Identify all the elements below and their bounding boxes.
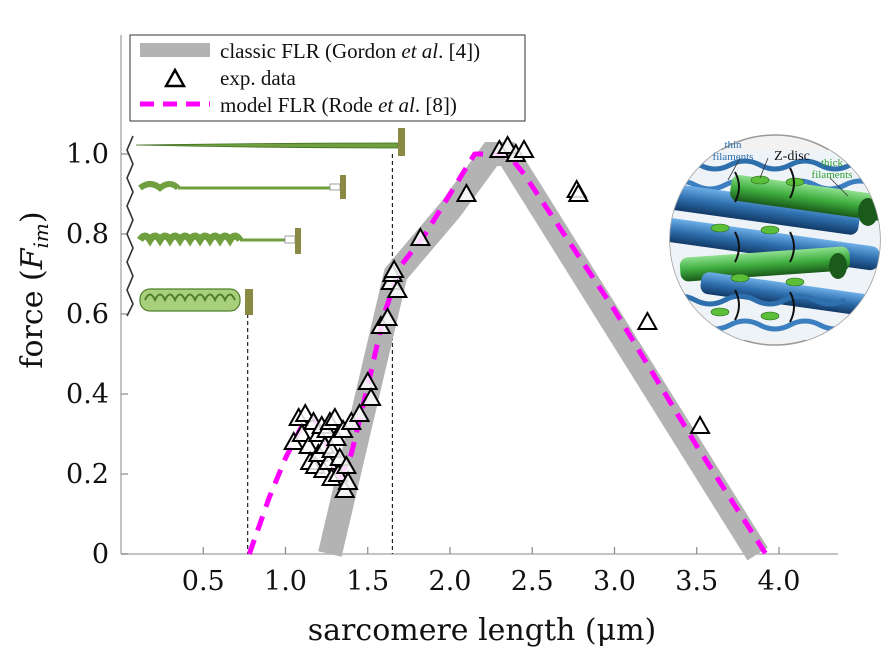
x-tick-label: 4.0 — [758, 566, 801, 597]
x-tick-label: 1.0 — [264, 566, 307, 597]
titin-stretched-4 — [139, 288, 253, 315]
y-tick-label: 0 — [92, 539, 109, 570]
inset-label-thick-line1: thick — [821, 157, 843, 169]
y-tick-label: 0.2 — [66, 459, 109, 490]
z-line-marker — [340, 175, 346, 199]
x-axis-title: sarcomere length (μm) — [308, 613, 656, 648]
exp-data-point — [513, 138, 535, 158]
x-tick-label: 3.0 — [593, 566, 636, 597]
inset-label-zdisc: Z-disc — [774, 149, 810, 164]
x-tick-label: 3.5 — [675, 566, 718, 597]
y-axis-title: force (Fim) — [15, 211, 53, 368]
exp-data-point — [337, 470, 359, 490]
exp-data-point — [386, 278, 409, 298]
inset-label-thin-line1: thin — [724, 139, 742, 151]
exp-data-point — [320, 438, 343, 458]
z-line-marker — [398, 128, 405, 156]
y-tick-label: 0.6 — [66, 299, 109, 330]
exp-data-point — [294, 402, 316, 422]
legend-label-exp: exp. data — [220, 66, 296, 90]
x-tick-label: 0.5 — [182, 566, 225, 597]
exp-data-point — [567, 182, 590, 202]
sarcomere-inset: thin filaments Z-disc thick filaments — [669, 134, 881, 346]
inset-label-thick-line2: filaments — [812, 169, 853, 181]
y-tick-label: 0.8 — [66, 219, 109, 250]
titin-schematic — [126, 128, 405, 317]
x-axis-ticks: 0.5 1.0 1.5 2.0 2.5 3.0 3.5 4.0 — [182, 547, 801, 597]
exp-data-point — [636, 310, 659, 330]
legend: classic FLR (Gordon et al. [4]) exp. dat… — [129, 34, 526, 122]
exp-data-point — [689, 414, 711, 434]
exp-data-point — [335, 454, 358, 474]
exp-data-point — [383, 258, 405, 278]
z-line-marker — [295, 228, 301, 254]
reference-lines — [247, 154, 394, 554]
series-model-flr — [246, 151, 768, 556]
titin-stretched-2 — [138, 175, 346, 199]
zigzag-line — [126, 135, 134, 317]
legend-swatch-exp — [163, 67, 187, 88]
legend-label-classic: classic FLR (Gordon et al. [4]) — [220, 39, 480, 63]
exp-data-point — [297, 434, 320, 454]
x-tick-label: 2.0 — [429, 566, 472, 597]
exp-data-point — [360, 386, 382, 406]
y-axis-ticks: 0 0.2 0.4 0.6 0.8 1.0 — [66, 139, 128, 570]
exp-data-point — [357, 370, 379, 390]
z-line-marker — [245, 289, 253, 315]
y-tick-label: 0.4 — [66, 379, 109, 410]
inset-label-thin-line2: filaments — [713, 151, 754, 163]
titin-stretched-1 — [135, 128, 405, 156]
exp-data-point — [348, 402, 371, 422]
x-tick-label: 2.5 — [511, 566, 554, 597]
exp-data-point — [496, 134, 519, 154]
legend-label-model: model FLR (Rode et al. [8]) — [220, 93, 457, 117]
exp-data-point — [324, 406, 346, 426]
x-tick-label: 1.5 — [346, 566, 389, 597]
exp-data-markers — [283, 134, 711, 498]
exp-data-point — [291, 422, 313, 442]
exp-data-point — [409, 226, 432, 246]
titin-stretched-3 — [137, 228, 301, 254]
exp-data-point — [455, 182, 478, 202]
y-tick-label: 1.0 — [66, 139, 109, 170]
exp-data-point — [376, 306, 399, 326]
